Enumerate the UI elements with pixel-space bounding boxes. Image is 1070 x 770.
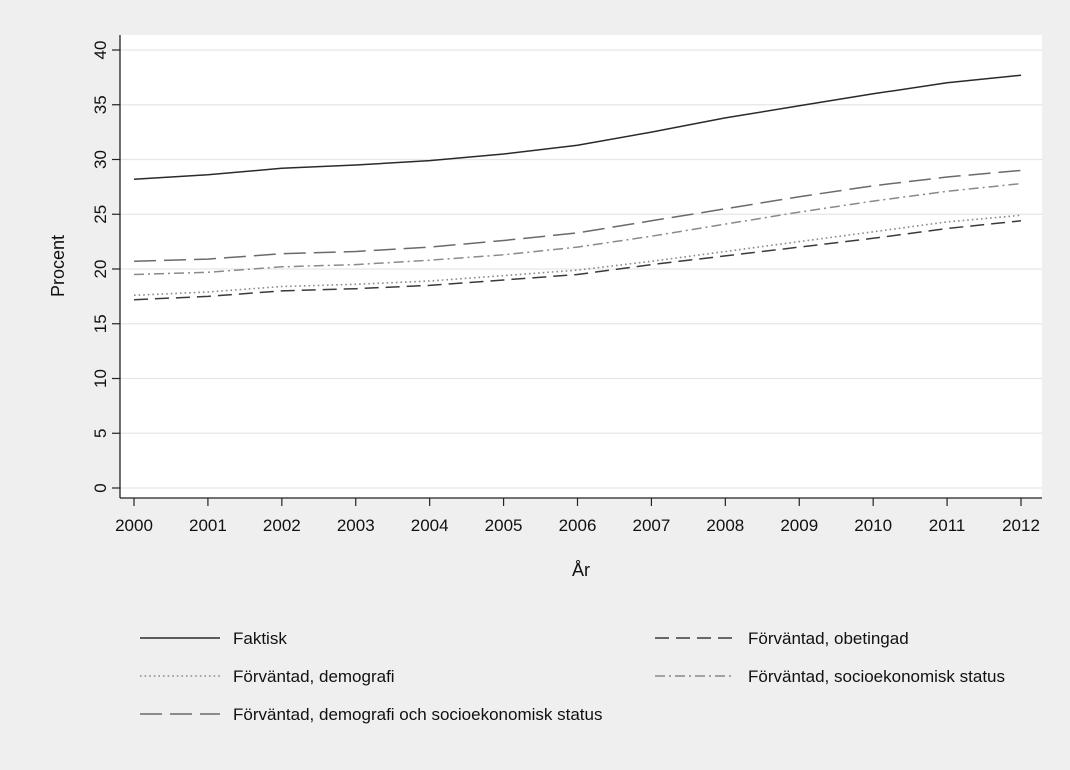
legend-label-4: Förväntad, socioekonomisk status [748,667,1005,686]
y-tick-label: 5 [91,429,110,438]
x-tick-label: 2009 [780,516,818,535]
y-tick-label: 30 [91,150,110,169]
series-layer [133,74,1022,301]
x-tick-label: 2012 [1002,516,1040,535]
series-line-3 [133,214,1022,297]
x-tick-label: 2004 [411,516,449,535]
series-line-1 [133,74,1022,180]
legend-label-5: Förväntad, demografi och socioekonomisk … [233,705,602,724]
series-line-2 [133,220,1022,301]
x-tick-label: 2001 [189,516,227,535]
x-tick-label: 2007 [633,516,671,535]
y-tick-label: 15 [91,314,110,333]
x-tick-label: 2005 [485,516,523,535]
axes [119,35,1042,499]
plot-area [120,35,1042,498]
x-tick-label: 2011 [929,516,966,535]
x-tick-label: 2008 [706,516,744,535]
y-tick-label: 10 [91,369,110,388]
y-tick-label: 40 [91,41,110,60]
y-ticks: 0 5 10 15 20 25 30 35 40 [91,41,120,493]
y-tick-label: 0 [91,483,110,492]
legend: Faktisk Förväntad, obetingad Förväntad, de… [140,629,1005,724]
legend-label-3: Förväntad, demografi [233,667,395,686]
y-tick-label: 25 [91,205,110,224]
legend-label-1: Faktisk [233,629,287,648]
legend-label-2: Förväntad, obetingad [748,629,909,648]
x-tick-label: 2002 [263,516,301,535]
x-tick-label: 2006 [559,516,597,535]
y-tick-label: 20 [91,260,110,279]
y-tick-label: 35 [91,95,110,114]
x-tick-label: 2003 [337,516,375,535]
x-tick-label: 2010 [854,516,892,535]
x-axis-title: År [572,560,590,580]
x-ticks: 2000 2001 2002 2003 2004 2005 2006 2007 2008 2009… [115,498,1040,535]
series-line-4 [133,182,1022,276]
y-axis-title: Procent [48,235,68,297]
grid [120,49,1042,489]
x-tick-label: 2000 [115,516,153,535]
